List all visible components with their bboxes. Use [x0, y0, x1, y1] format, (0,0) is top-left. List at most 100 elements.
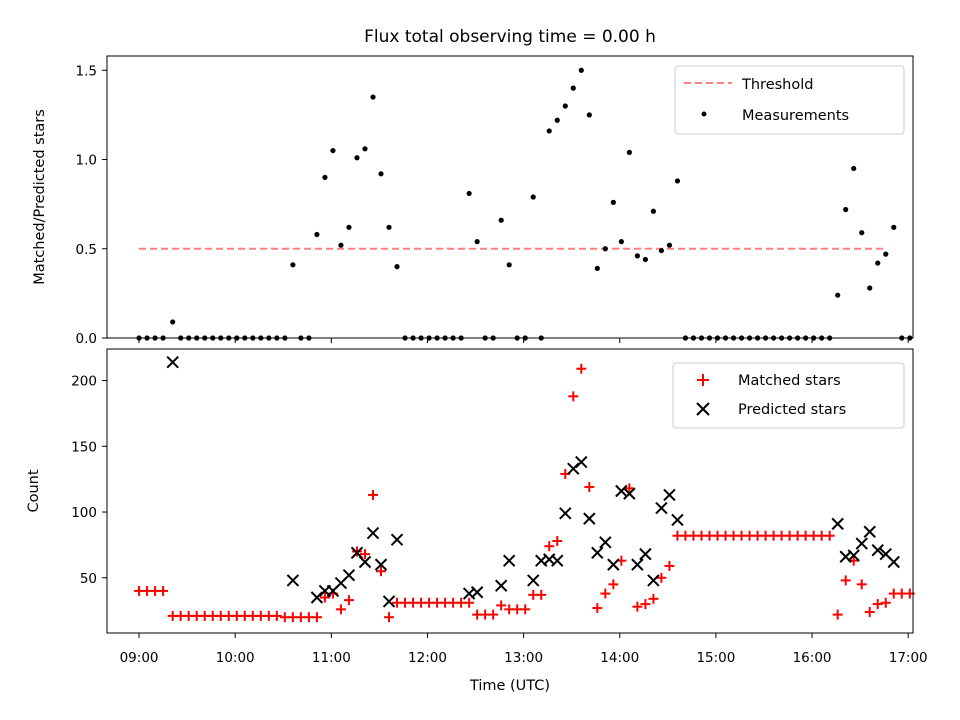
measurement-point [610, 199, 616, 205]
matched-star-point [359, 549, 370, 560]
predicted-star-point [647, 574, 660, 587]
matched-star-point [319, 592, 330, 603]
matched-star-point [656, 572, 667, 583]
measurement-point [322, 174, 328, 180]
measurement-point [570, 85, 576, 91]
top-legend: Threshold Measurements [674, 65, 905, 135]
matched-star-point [648, 593, 659, 604]
matched-star-point [544, 541, 555, 552]
matched-star-point [552, 535, 563, 546]
measurement-point [346, 224, 352, 230]
predicted-star-point [494, 579, 508, 592]
x-tick-label: 12:00 [408, 650, 447, 666]
matched-star-point [376, 566, 387, 577]
measurement-point [674, 178, 681, 184]
matched-star-point [856, 579, 867, 590]
bottom-y-tick-label: 100 [71, 505, 97, 521]
measurement-point [466, 190, 472, 197]
measurement-point [290, 262, 296, 268]
measurement-point [634, 253, 640, 259]
measurement-point [546, 128, 552, 134]
predicted-star-point [623, 487, 636, 500]
measurement-point [642, 256, 649, 263]
predicted-star-point [591, 546, 604, 560]
measurement-point [875, 260, 881, 266]
measurement-point [370, 94, 376, 100]
measurement-point [498, 217, 504, 223]
measurement-point [602, 246, 608, 252]
predicted-star-point [863, 525, 876, 538]
measurement-point [530, 194, 536, 200]
bottom-panel: 09:00 10:00 11:00 12:00 13:00 14:00 15:00 16:00… [26, 348, 928, 694]
predicted-star-point [166, 355, 179, 369]
predicted-star-point [847, 549, 860, 562]
predicted-star-point [567, 462, 580, 475]
matched-star-point [832, 609, 843, 620]
predicted-star-point [382, 595, 396, 608]
measurement-point [851, 165, 857, 172]
measurement-point [594, 265, 600, 271]
top-y-tick-label: 0.5 [76, 242, 97, 258]
measurement-point [314, 231, 320, 238]
matched-star-point [496, 600, 507, 611]
x-tick-label: 15:00 [696, 650, 735, 666]
measurement-point [658, 247, 665, 254]
x-tick-label: 13:00 [504, 650, 543, 666]
measurement-point [650, 208, 657, 214]
matched-star-point [311, 612, 322, 623]
measurement-point [835, 292, 841, 298]
measurement-point [378, 171, 384, 177]
bottom-legend: Matched stars Predicted stars [672, 362, 905, 429]
predicted-star-point [639, 547, 652, 561]
predicted-star-point [831, 517, 844, 531]
matched-star-point [384, 612, 395, 623]
matched-star-point [568, 391, 579, 402]
bottom-y-tick-label: 150 [71, 439, 97, 455]
measurement-point [578, 67, 584, 73]
predicted-star-point [527, 574, 540, 587]
top-panel: Flux total observing time = 0.00 h 0.00.… [32, 27, 914, 347]
predicted-stars-layer [166, 355, 900, 608]
matched-star-point [872, 599, 883, 610]
measurement-point [843, 206, 849, 213]
measurement-point [338, 242, 344, 248]
x-tick-label: 11:00 [312, 650, 351, 666]
predicted-star-point [286, 574, 300, 587]
x-tick-label: 09:00 [120, 650, 159, 666]
measurement-point [474, 239, 480, 245]
legend-matched-symbol [697, 374, 709, 386]
top-x-ticks [138, 338, 909, 343]
predicted-star-point [502, 554, 516, 567]
measurement-point [170, 319, 176, 325]
matched-star-point [536, 589, 547, 600]
matched-star-point [664, 560, 675, 571]
predicted-star-point [607, 558, 620, 571]
predicted-star-point [374, 558, 388, 571]
legend-measurements-label: Measurements [742, 108, 849, 124]
measurement-point [666, 242, 673, 248]
predicted-star-point [631, 558, 644, 571]
matched-star-point [840, 575, 851, 586]
top-plot-frame [106, 55, 914, 339]
measurement-point [562, 103, 568, 109]
measurement-point [362, 146, 368, 152]
chart-title: Flux total observing time = 0.00 h [364, 27, 656, 47]
bottom-y-tick-label: 200 [71, 374, 97, 390]
matched-star-point [271, 610, 282, 621]
matched-star-point [584, 482, 595, 493]
matched-star-point [576, 363, 587, 374]
measurement-point [354, 155, 360, 161]
top-y-axis-label: Matched/Predicted stars [32, 109, 48, 285]
predicted-star-point [887, 555, 900, 569]
predicted-star-point [358, 555, 372, 569]
predicted-star-point [655, 501, 668, 515]
predicted-star-point [551, 554, 564, 567]
legend-predicted-label: Predicted stars [738, 402, 846, 418]
predicted-star-point [559, 507, 572, 520]
predicted-star-point [390, 533, 404, 546]
measurement-point [618, 239, 624, 245]
legend-predicted-symbol [696, 402, 710, 416]
legend-matched-label: Matched stars [738, 373, 841, 389]
predicted-star-point [599, 536, 612, 549]
